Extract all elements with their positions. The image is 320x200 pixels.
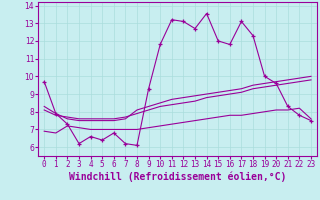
X-axis label: Windchill (Refroidissement éolien,°C): Windchill (Refroidissement éolien,°C): [69, 172, 286, 182]
